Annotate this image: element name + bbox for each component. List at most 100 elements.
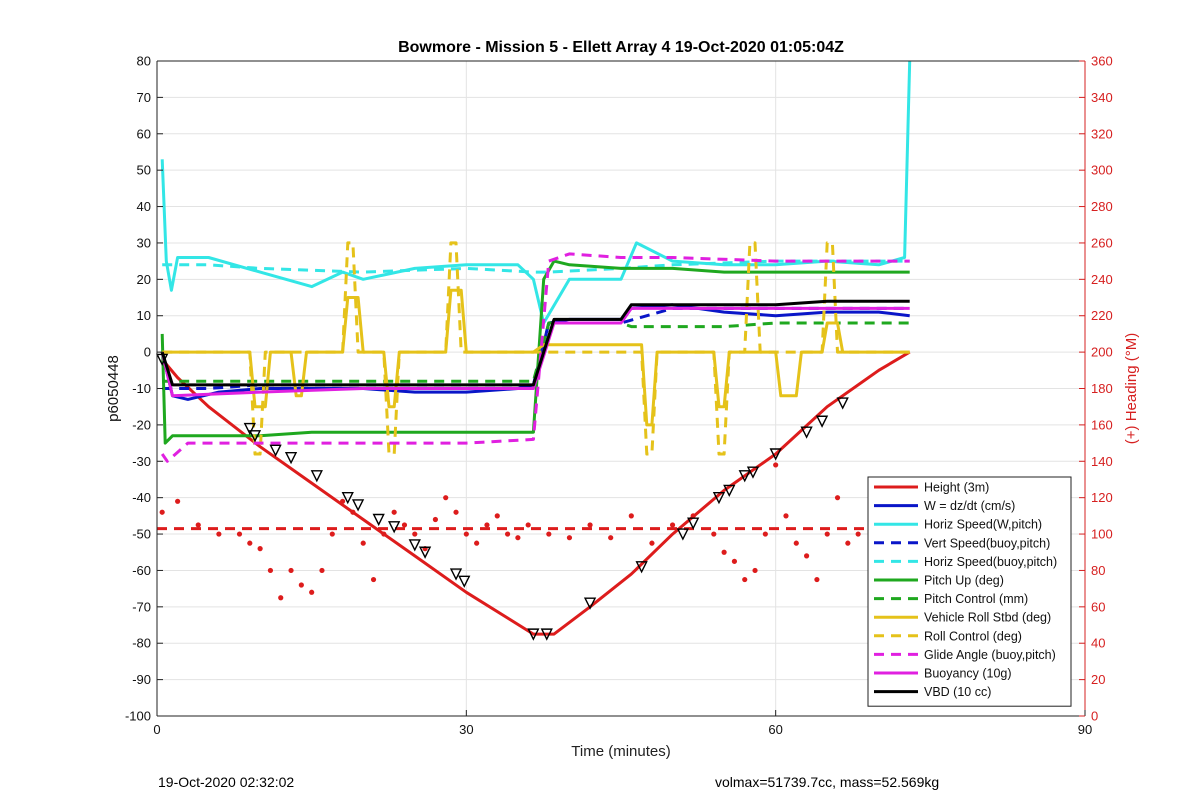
- heading-point: [731, 558, 738, 564]
- y2-tick-label: 200: [1091, 345, 1113, 360]
- heading-point: [370, 576, 377, 583]
- height-marker: [836, 397, 849, 410]
- y2-tick-label: 120: [1091, 490, 1113, 505]
- heading-point: [381, 531, 387, 537]
- height-marker: [284, 451, 298, 465]
- series-line-vbd-10-cc: [160, 299, 910, 387]
- heading-point: [494, 513, 500, 519]
- y-tick-label: 80: [137, 54, 151, 69]
- heading-point: [278, 595, 284, 601]
- height-marker: [712, 491, 726, 505]
- height-marker: [800, 426, 813, 439]
- y2-tick-label: 240: [1091, 272, 1113, 287]
- heading-point: [159, 509, 165, 515]
- y-tick-label: 10: [137, 308, 151, 323]
- y2-axis-label: (+) Heading (°M): [1123, 333, 1140, 444]
- y2-tick-label: 180: [1091, 381, 1113, 396]
- series-line-glide-angle-buoy-pitch: [160, 252, 910, 463]
- heading-point: [525, 522, 531, 528]
- height-marker: [738, 470, 751, 483]
- y2-tick-label: 60: [1091, 599, 1105, 614]
- plot-series: [156, 60, 912, 641]
- height-marker: [635, 561, 648, 574]
- heading-point: [453, 509, 459, 515]
- heading-point: [391, 509, 397, 515]
- y2-tick-label: 340: [1091, 90, 1113, 105]
- heading-point: [474, 540, 480, 546]
- height-marker: [243, 422, 256, 436]
- legend-label-horiz-speed-buoy-pitch: Horiz Speed(buoy,pitch): [924, 555, 1057, 569]
- y2-tick-label: 80: [1091, 563, 1105, 578]
- height-marker: [310, 470, 323, 483]
- heading-point: [175, 498, 181, 504]
- x-tick-label: 60: [768, 722, 782, 737]
- height-marker: [527, 628, 540, 641]
- heading-point: [546, 531, 552, 537]
- legend-label-w-dz-dt-cm-s: W = dz/dt (cm/s): [924, 499, 1015, 513]
- heading-point: [649, 540, 655, 546]
- legend-label-roll-control-deg: Roll Control (deg): [924, 629, 1022, 643]
- y2-tick-label: 300: [1091, 163, 1113, 178]
- heading-point: [824, 531, 830, 537]
- y-tick-label: 40: [137, 199, 151, 214]
- height-marker: [676, 528, 689, 541]
- height-marker: [341, 491, 354, 505]
- heading-point: [628, 513, 634, 519]
- heading-point: [401, 522, 408, 528]
- y-tick-label: -70: [132, 599, 151, 614]
- height-marker: [449, 568, 463, 581]
- series-line-pitch-up-deg: [160, 259, 910, 445]
- heading-point: [752, 567, 758, 574]
- height-marker: [388, 521, 401, 534]
- height-marker: [687, 517, 700, 530]
- x-tick-label: 0: [153, 722, 160, 737]
- heading-point: [288, 567, 294, 574]
- chart-title: Bowmore - Mission 5 - Ellett Array 4 19-…: [398, 39, 844, 56]
- height-marker: [540, 628, 553, 641]
- legend-label-vbd-10-cc: VBD (10 cc): [924, 685, 991, 699]
- y2-tick-label: 0: [1091, 709, 1098, 724]
- legend-box: [867, 476, 1072, 707]
- legend-label-vehicle-roll-stbd-deg: Vehicle Roll Stbd (deg): [924, 611, 1051, 625]
- y2-tick-label: 20: [1091, 672, 1105, 687]
- heading-point: [773, 462, 779, 468]
- heading-point: [762, 531, 768, 537]
- footer-timestamp: 19-Oct-2020 02:32:02: [158, 774, 295, 790]
- y-tick-label: -100: [125, 709, 151, 724]
- heading-point: [432, 516, 438, 523]
- legend-label-vert-speed-buoy-pitch: Vert Speed(buoy,pitch): [924, 536, 1050, 550]
- heading-point: [216, 531, 222, 537]
- y2-tick-label: 160: [1091, 417, 1113, 432]
- y-tick-label: 20: [137, 272, 151, 287]
- height-marker: [351, 499, 365, 512]
- heading-point: [566, 535, 573, 541]
- heading-point: [360, 540, 366, 546]
- y2-tick-label: 320: [1091, 126, 1113, 141]
- heading-point: [742, 576, 748, 583]
- y2-tick-label: 140: [1091, 454, 1113, 469]
- y2-tick-label: 220: [1091, 308, 1113, 323]
- heading-point: [350, 509, 356, 515]
- heading-point: [463, 531, 469, 537]
- legend-label-buoyancy-10g: Buoyancy (10g): [924, 667, 1012, 681]
- heading-point: [855, 531, 861, 537]
- x-tick-label: 30: [459, 722, 473, 737]
- legend-label-pitch-control-mm: Pitch Control (mm): [924, 592, 1028, 606]
- height-marker: [269, 444, 282, 457]
- heading-point: [247, 540, 253, 546]
- y-tick-label: -40: [132, 490, 151, 505]
- y-tick-label: 60: [137, 126, 151, 141]
- heading-point: [804, 553, 810, 559]
- heading-point: [515, 535, 521, 541]
- height-marker: [248, 430, 262, 443]
- heading-point: [257, 546, 263, 552]
- height-marker: [156, 353, 169, 366]
- heading-point: [484, 522, 490, 528]
- y-axis-label: p6050448: [105, 355, 122, 422]
- series-line-pitch-control-mm: [162, 321, 910, 383]
- y2-tick-label: 260: [1091, 235, 1113, 250]
- y-tick-label: -90: [132, 672, 151, 687]
- y-tick-label: -80: [132, 636, 151, 651]
- height-marker: [408, 539, 421, 552]
